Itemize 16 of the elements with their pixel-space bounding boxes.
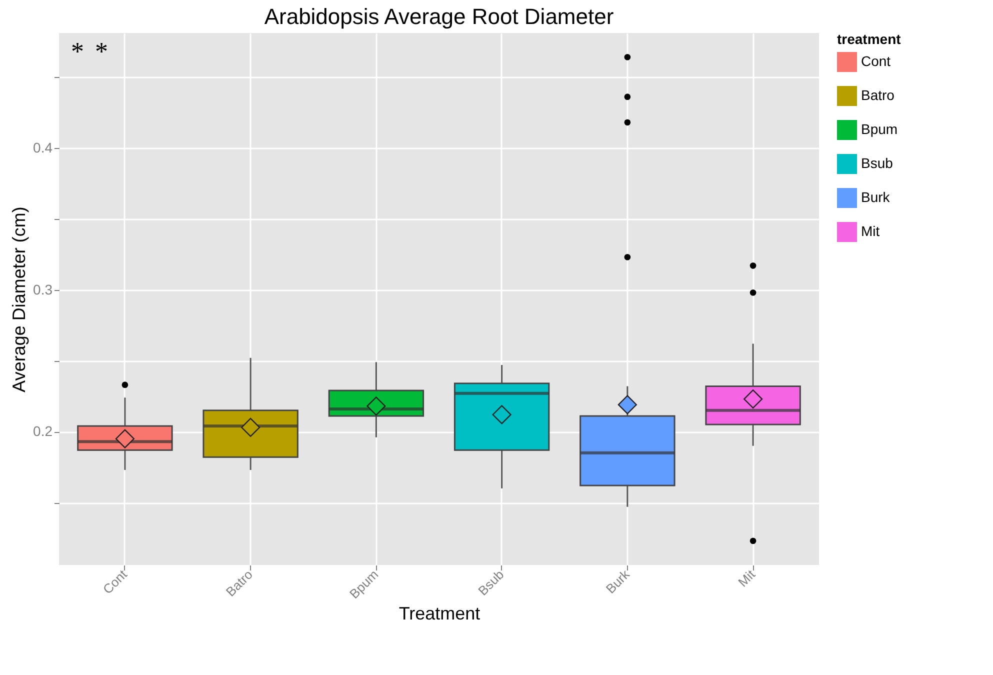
- legend-label: Batro: [861, 87, 895, 103]
- chart-title: Arabidopsis Average Root Diameter: [264, 4, 614, 29]
- legend-label: Burk: [861, 189, 891, 205]
- legend-title: treatment: [837, 31, 902, 47]
- x-tick-label: Mit: [735, 566, 758, 590]
- legend-label: Bpum: [861, 121, 898, 137]
- legend-label: Cont: [861, 53, 891, 69]
- y-tick-label: 0.3: [33, 281, 53, 298]
- x-axis-title: Treatment: [398, 603, 480, 624]
- y-tick-label: 0.2: [33, 423, 53, 440]
- annotation: *: [71, 37, 84, 66]
- y-axis-title: Average Diameter (cm): [9, 206, 30, 392]
- legend-label: Bsub: [861, 155, 894, 171]
- annotation: *: [95, 37, 108, 66]
- y-tick-label: 0.4: [33, 139, 53, 156]
- legend-label: Mit: [861, 223, 880, 239]
